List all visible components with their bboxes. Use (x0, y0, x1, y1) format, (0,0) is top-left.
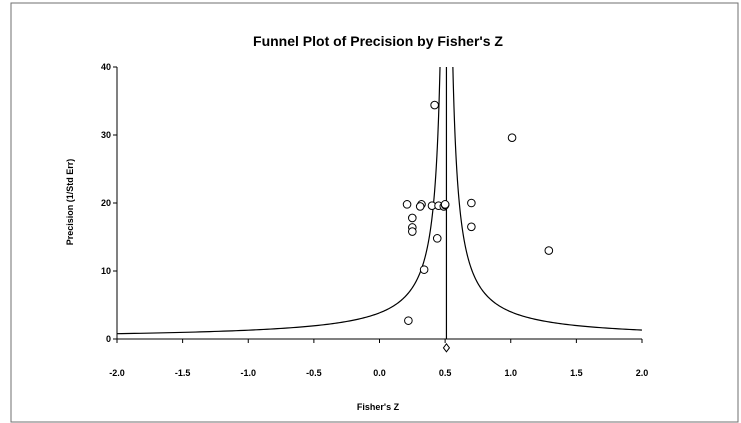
x-tick-label: -2.0 (109, 368, 125, 378)
study-point (440, 200, 450, 209)
study-point (419, 265, 429, 274)
x-tick-label: 1.0 (504, 368, 517, 378)
y-tick-label: 10 (101, 266, 111, 276)
study-point (507, 133, 517, 143)
study-point (408, 227, 417, 236)
study-point (544, 246, 554, 255)
y-tick-label: 0 (106, 334, 111, 344)
x-axis-label: Fisher's Z (357, 402, 400, 412)
funnel-curve-left (117, 67, 441, 335)
study-point (415, 202, 425, 211)
x-tick-label: -1.5 (175, 368, 191, 378)
x-tick-label: 2.0 (636, 368, 649, 378)
x-tick-label: -0.5 (306, 368, 322, 378)
chart-title: Funnel Plot of Precision by Fisher's Z (253, 33, 503, 49)
x-tick-label: 1.5 (570, 368, 583, 378)
combined-effect-diamond (442, 343, 451, 353)
study-point (430, 100, 439, 110)
study-point (404, 316, 413, 325)
x-tick-label: 0.5 (439, 368, 452, 378)
y-tick-label: 20 (101, 198, 111, 208)
plot-area: 0 10 20 30 40 -2.0 -1.5 -1.0 -0.5 0.0 0.5 1.0 1.5 2.0 (101, 62, 649, 378)
study-point (432, 234, 442, 243)
study-point (402, 200, 412, 209)
y-tick-label: 40 (101, 62, 111, 72)
x-tick-label: -1.0 (240, 368, 256, 378)
outer-frame (10, 2, 739, 423)
study-point (467, 198, 476, 208)
x-tick-label: 0.0 (373, 368, 386, 378)
y-tick-label: 30 (101, 130, 111, 140)
study-point (408, 213, 417, 223)
y-axis-label: Precision (1/Std Err) (65, 159, 75, 246)
funnel-curve-right (452, 67, 642, 331)
study-point (467, 222, 476, 232)
